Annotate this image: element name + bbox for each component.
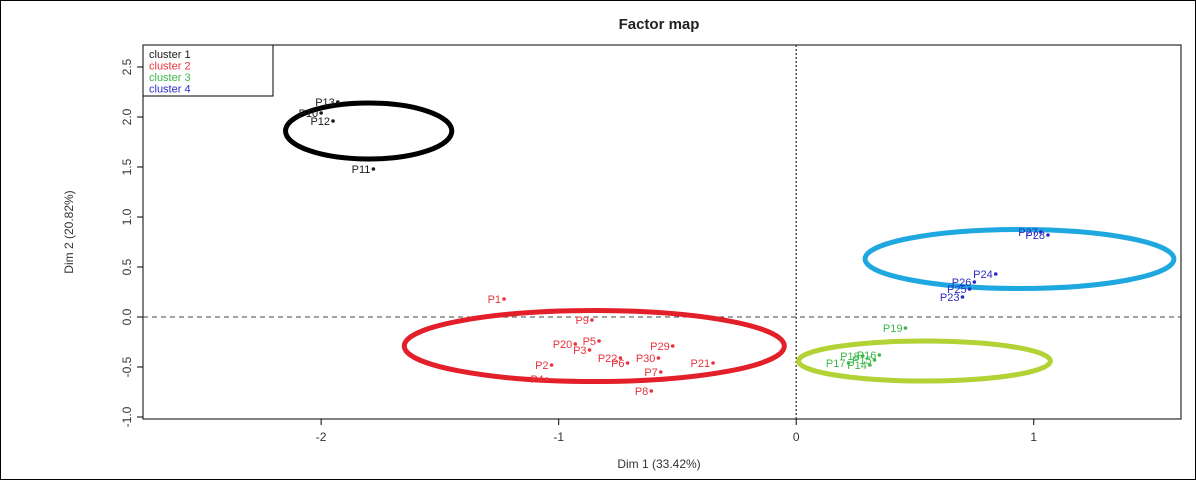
- cluster-2-ellipse: [401, 308, 787, 384]
- point-p10: [319, 111, 323, 115]
- x-tick-label: -2: [316, 430, 327, 444]
- point-label-p13: P13: [315, 97, 335, 109]
- point-label-p26: P26: [952, 277, 972, 289]
- point-label-p16: P16: [857, 350, 877, 362]
- point-label-p5: P5: [583, 336, 596, 348]
- chart-title: Factor map: [619, 16, 700, 33]
- point-p19: [903, 326, 908, 330]
- point-p5: [597, 339, 601, 343]
- x-tick-label: 1: [1030, 430, 1037, 444]
- point-label-p24: P24: [973, 269, 993, 281]
- point-p14: [868, 363, 872, 367]
- legend-box: [142, 44, 274, 97]
- point-p8: [649, 389, 654, 393]
- point-p26: [972, 280, 977, 284]
- point-p21: [711, 361, 715, 365]
- point-label-p28: P28: [1025, 230, 1045, 242]
- point-p18: [860, 354, 865, 358]
- legend-entry-cluster-2: cluster 2: [149, 61, 191, 73]
- y-tick-label: -1.0: [120, 406, 134, 427]
- point-label-p2: P2: [535, 360, 548, 372]
- y-tick-label: 2.5: [120, 58, 134, 75]
- reference-lines: [143, 45, 1181, 419]
- cluster-ellipses: [283, 100, 1177, 384]
- point-p17: [846, 361, 851, 365]
- point-p12: [331, 119, 335, 123]
- point-label-p19: P19: [883, 323, 903, 335]
- point-p27: [1039, 230, 1043, 234]
- point-p1: [502, 297, 506, 301]
- point-p28: [1046, 233, 1050, 237]
- cluster-4-ellipse: [862, 227, 1177, 291]
- point-label-p4: P4: [530, 374, 543, 386]
- point-p9: [590, 318, 594, 322]
- point-p4: [544, 377, 549, 381]
- point-label-p7: P7: [644, 367, 657, 379]
- point-p16: [877, 353, 882, 357]
- point-label-p20: P20: [553, 339, 573, 351]
- point-label-p21: P21: [690, 358, 710, 370]
- point-p2: [549, 363, 554, 367]
- point-p25: [967, 287, 972, 291]
- point-label-p3: P3: [573, 345, 586, 357]
- point-p30: [656, 356, 661, 360]
- y-tick-label: -0.5: [120, 356, 134, 377]
- point-p11: [371, 167, 376, 171]
- point-label-p25: P25: [947, 284, 967, 296]
- cluster-1-ellipse: [283, 100, 455, 162]
- x-tick-label: 0: [793, 430, 800, 444]
- point-p6: [625, 361, 630, 365]
- x-axis-ticks: -2 -1 0 1: [316, 419, 1037, 444]
- point-label-p6: P6: [611, 358, 624, 370]
- point-label-p22: P22: [598, 353, 618, 365]
- point-label-p11: P11: [352, 164, 371, 176]
- legend-entry-cluster-1: cluster 1: [149, 49, 191, 61]
- point-label-p9: P9: [575, 315, 588, 327]
- y-axis-ticks: -1.0 -0.5 0.0 0.5 1.0 1.5 2.0 2.5: [120, 58, 143, 427]
- point-label-p18: P18: [840, 351, 860, 363]
- point-p23: [960, 295, 965, 299]
- point-label-p23: P23: [940, 292, 960, 304]
- point-p24: [993, 272, 998, 276]
- point-p15: [872, 358, 877, 362]
- point-label-p10: P10: [299, 108, 319, 120]
- x-tick-label: -1: [553, 430, 564, 444]
- y-axis-label: Dim 2 (20.82%): [62, 190, 76, 273]
- point-label-p17: P17: [826, 358, 846, 370]
- x-axis-label: Dim 1 (33.42%): [617, 457, 700, 471]
- point-p13: [335, 100, 340, 104]
- cluster-3-ellipse: [796, 338, 1053, 384]
- point-p22: [618, 356, 623, 360]
- y-tick-label: 0.5: [120, 258, 134, 275]
- point-label-p8: P8: [635, 386, 648, 398]
- legend-entry-cluster-4: cluster 4: [149, 84, 191, 96]
- point-label-p1: P1: [488, 294, 501, 306]
- point-p3: [587, 348, 592, 352]
- point-label-p12: P12: [310, 116, 330, 128]
- point-label-p30: P30: [636, 353, 656, 365]
- legend-entry-cluster-3: cluster 3: [149, 72, 191, 84]
- y-tick-label: 1.0: [120, 208, 134, 225]
- point-label-p29: P29: [650, 341, 670, 353]
- point-label-p27: P27: [1018, 227, 1038, 239]
- y-tick-label: 2.0: [120, 108, 134, 125]
- y-tick-label: 0.0: [120, 308, 134, 325]
- point-p7: [659, 370, 663, 374]
- data-points: [319, 100, 1050, 393]
- point-p20: [573, 342, 578, 346]
- point-label-p15: P15: [852, 355, 872, 367]
- point-p29: [670, 344, 675, 348]
- plot-area-border: [142, 44, 1182, 420]
- y-tick-label: 1.5: [120, 158, 134, 175]
- point-label-p14: P14: [847, 360, 867, 372]
